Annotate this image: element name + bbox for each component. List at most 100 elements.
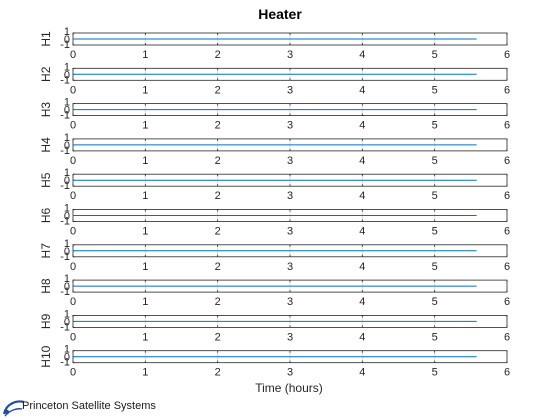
x-tick-label: 6 (504, 331, 510, 343)
x-tick-label: 3 (287, 296, 293, 308)
y-tick-label: 0 (64, 140, 70, 152)
y-tick-label: 1 (64, 97, 70, 109)
x-tick-label: 0 (70, 190, 76, 202)
x-tick-label: 2 (215, 331, 221, 343)
y-tick-label: -1 (60, 110, 70, 122)
y-tick-label: -1 (60, 357, 70, 369)
y-tick-label: 0 (64, 69, 70, 81)
x-tick-label: 5 (432, 190, 438, 202)
x-tick-label: 1 (142, 261, 148, 273)
y-tick-label: -1 (60, 216, 70, 228)
x-tick-label: 0 (70, 120, 76, 132)
x-tick-label: 5 (432, 261, 438, 273)
x-tick-label: 3 (287, 120, 293, 132)
x-tick-label: 0 (70, 226, 76, 238)
x-tick-label: 4 (359, 190, 365, 202)
x-tick-label: 3 (287, 226, 293, 238)
x-tick-label: 3 (287, 367, 293, 379)
y-axis-label: H8 (39, 278, 53, 294)
x-tick-label: 0 (70, 155, 76, 167)
x-tick-label: 1 (142, 190, 148, 202)
x-tick-label: 5 (432, 296, 438, 308)
x-tick-label: 6 (504, 49, 510, 61)
x-tick-label: 6 (504, 261, 510, 273)
y-axis-label: H2 (39, 66, 53, 82)
y-tick-label: 0 (64, 316, 70, 328)
x-tick-label: 2 (215, 296, 221, 308)
x-tick-label: 1 (142, 296, 148, 308)
x-tick-label: 3 (287, 261, 293, 273)
y-tick-label: 0 (64, 246, 70, 258)
x-tick-label: 4 (359, 155, 365, 167)
x-tick-label: 1 (142, 120, 148, 132)
y-axis-label: H6 (39, 208, 53, 224)
x-tick-label: 5 (432, 49, 438, 61)
x-tick-label: 3 (287, 49, 293, 61)
y-axis-label: H3 (39, 102, 53, 118)
y-tick-label: -1 (60, 321, 70, 333)
x-tick-label: 3 (287, 84, 293, 96)
x-tick-label: 2 (215, 155, 221, 167)
x-tick-label: 5 (432, 367, 438, 379)
y-tick-label: 0 (64, 352, 70, 364)
y-axis-label: H5 (39, 172, 53, 188)
x-tick-label: 6 (504, 155, 510, 167)
x-tick-label: 2 (215, 49, 221, 61)
x-tick-label: 6 (504, 84, 510, 96)
y-tick-label: 0 (64, 281, 70, 293)
y-tick-label: 1 (64, 132, 70, 144)
x-tick-label: 4 (359, 120, 365, 132)
x-tick-label: 2 (215, 84, 221, 96)
y-axis-label: H9 (39, 313, 53, 329)
x-tick-label: 5 (432, 155, 438, 167)
x-tick-label: 6 (504, 120, 510, 132)
x-tick-label: 1 (142, 226, 148, 238)
x-tick-label: 1 (142, 49, 148, 61)
y-tick-label: 0 (64, 175, 70, 187)
x-tick-label: 0 (70, 296, 76, 308)
x-tick-label: 6 (504, 226, 510, 238)
x-axis-label: Time (hours) (255, 381, 323, 395)
x-tick-label: 0 (70, 331, 76, 343)
x-tick-label: 5 (432, 84, 438, 96)
x-tick-label: 0 (70, 84, 76, 96)
x-tick-label: 4 (359, 331, 365, 343)
x-tick-label: 5 (432, 331, 438, 343)
x-tick-label: 6 (504, 296, 510, 308)
company-name: Princeton Satellite Systems (22, 400, 156, 412)
x-tick-label: 3 (287, 331, 293, 343)
x-tick-label: 2 (215, 120, 221, 132)
x-tick-label: 4 (359, 49, 365, 61)
y-axis-label: H1 (39, 31, 53, 47)
y-axis-label: H4 (39, 137, 53, 153)
y-tick-label: 0 (64, 105, 70, 117)
y-tick-label: 1 (64, 238, 70, 250)
y-tick-label: 1 (64, 167, 70, 179)
y-tick-label: 1 (64, 61, 70, 73)
company-logo: Princeton Satellite Systems (2, 396, 156, 418)
x-tick-label: 0 (70, 49, 76, 61)
y-tick-label: 0 (64, 34, 70, 46)
y-tick-label: 1 (64, 344, 70, 356)
chart-title: Heater (258, 6, 302, 22)
x-tick-label: 1 (142, 331, 148, 343)
x-tick-label: 3 (287, 190, 293, 202)
y-tick-label: -1 (60, 74, 70, 86)
y-tick-label: -1 (60, 145, 70, 157)
x-tick-label: 4 (359, 261, 365, 273)
y-tick-label: -1 (60, 39, 70, 51)
x-tick-label: 3 (287, 155, 293, 167)
y-tick-label: 0 (64, 211, 70, 223)
x-tick-label: 1 (142, 84, 148, 96)
x-tick-label: 0 (70, 261, 76, 273)
x-tick-label: 4 (359, 226, 365, 238)
